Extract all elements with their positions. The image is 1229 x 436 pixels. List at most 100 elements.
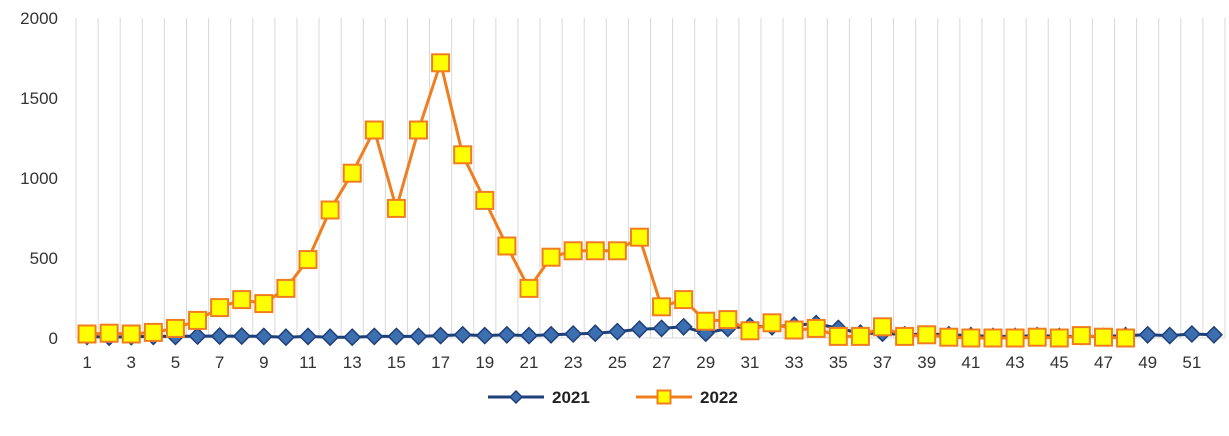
data-point [762,313,782,333]
x-tick-label: 7 [215,353,224,372]
data-point [232,290,252,310]
series-line [86,322,1215,339]
x-tick-label: 29 [696,353,715,372]
x-tick-label: 9 [259,353,268,372]
data-point [298,327,318,346]
x-tick-label: 11 [299,353,317,372]
data-point [608,322,627,341]
data-point [343,328,362,347]
y-tick-label: 1000 [20,169,58,188]
data-point [1027,327,1047,347]
x-tick-label: 27 [652,353,671,372]
data-point [630,320,649,339]
x-tick-label: 17 [431,353,450,372]
data-point [652,319,671,338]
data-point [99,323,119,343]
data-point [77,324,97,344]
data-point [210,327,229,346]
data-point [188,327,207,346]
data-point [386,198,406,218]
x-tick-label: 33 [785,353,804,372]
x-tick-label: 1 [82,353,91,372]
y-tick-label: 0 [49,329,58,348]
y-tick-label: 2000 [20,9,58,28]
data-point [210,298,230,318]
series-layer [77,53,1224,348]
data-point [586,324,605,343]
data-point [143,322,163,342]
data-point [718,310,738,330]
data-point [652,297,672,317]
data-point [409,327,428,346]
x-tick-label: 25 [608,353,627,372]
data-point [961,328,981,348]
data-point [508,389,524,405]
data-point [850,326,870,346]
data-point [165,318,185,338]
data-point [1204,325,1224,344]
data-point [607,241,627,261]
data-point [364,120,384,140]
data-point [342,163,362,183]
data-point [939,327,959,347]
data-point [564,324,583,344]
data-point [806,318,826,338]
data-point [497,236,517,256]
vertical-gridlines [75,18,1226,338]
x-tick-label: 19 [475,353,494,372]
data-point [298,250,318,270]
data-point [983,328,1003,348]
data-point [563,241,583,261]
data-point [1049,328,1069,348]
legend-item-2021: 2021 [488,388,590,407]
series-2022 [77,53,1136,348]
data-point [497,325,516,344]
data-point [431,326,450,345]
data-point [696,311,716,331]
data-point [895,326,915,346]
data-point [188,310,208,330]
data-point [629,227,649,247]
data-point [1160,326,1179,345]
x-axis-tick-labels: 1 3 5 7 9 11 13 15 17 19 21 23 25 27 29 31 33 35 37 39 41 43 4… [82,353,1201,372]
data-point [453,145,473,165]
data-point [1093,327,1113,347]
data-point [453,325,472,344]
data-point [542,325,561,344]
data-point [365,327,384,346]
data-point [475,326,494,345]
legend-label: 2021 [552,388,590,407]
data-point [475,190,495,210]
x-tick-label: 21 [520,353,539,372]
data-point [387,327,406,346]
data-point [254,294,274,314]
y-axis-tick-labels: 0 500 1000 1500 2000 [20,9,58,348]
data-point [873,317,893,337]
data-point [1138,325,1157,344]
data-point [585,241,605,261]
data-point [828,326,848,346]
y-tick-label: 500 [30,249,58,268]
x-tick-label: 3 [127,353,136,372]
legend: 2021 2022 [488,388,738,407]
data-point [917,325,937,345]
x-tick-label: 5 [171,353,180,372]
legend-label: 2022 [700,388,738,407]
x-tick-label: 45 [1050,353,1069,372]
data-point [740,321,760,341]
data-point [674,290,694,310]
data-point [784,320,804,340]
legend-item-2022: 2022 [636,388,738,407]
data-point [1116,328,1136,348]
data-point [276,278,296,298]
data-point [232,327,251,346]
data-point [1005,328,1025,348]
x-tick-label: 41 [961,353,980,372]
data-point [541,247,561,267]
x-tick-label: 31 [740,353,759,372]
x-tick-label: 37 [873,353,892,372]
data-point [431,53,451,73]
data-point [276,328,295,347]
x-tick-label: 43 [1006,353,1025,372]
